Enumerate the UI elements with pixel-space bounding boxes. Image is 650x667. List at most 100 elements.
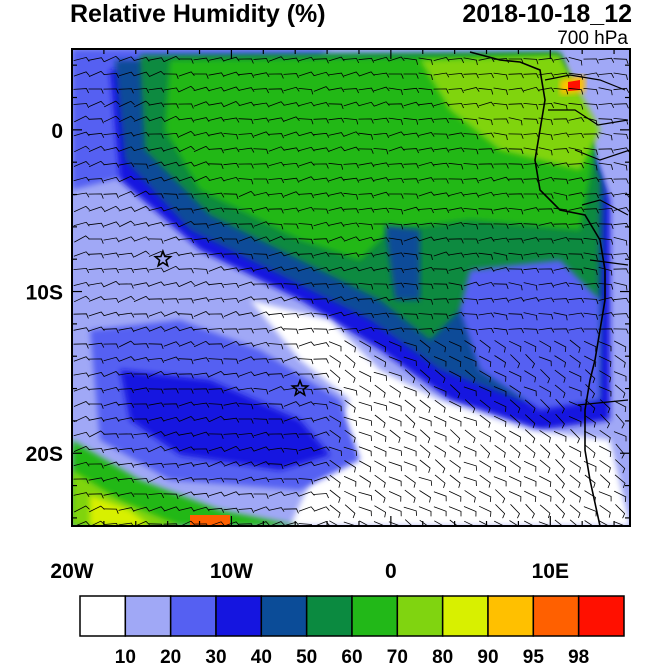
wind-barb-icon xyxy=(388,282,405,288)
wind-barb-icon xyxy=(73,386,90,392)
wind-barb-icon xyxy=(538,327,555,333)
wind-barb-icon xyxy=(238,72,255,78)
wind-barb-icon xyxy=(148,102,165,108)
wind-barb-icon xyxy=(464,429,476,444)
wind-barb-icon xyxy=(268,491,285,497)
wind-barb-icon xyxy=(134,250,150,258)
wind-barb-icon xyxy=(478,101,495,107)
wind-barb-icon xyxy=(568,297,585,303)
wind-barb-icon xyxy=(148,57,165,63)
wind-barb-icon xyxy=(358,177,375,183)
wind-barb-icon xyxy=(223,86,240,92)
wind-barb-icon xyxy=(268,236,285,242)
wind-barb-icon xyxy=(523,207,540,212)
wind-barb-icon xyxy=(525,354,535,369)
wind-barb-icon xyxy=(433,298,449,304)
wind-barb-icon xyxy=(148,193,164,199)
wind-barb-icon xyxy=(298,193,314,199)
wind-barb-icon xyxy=(223,507,240,513)
wind-barb-icon xyxy=(283,508,299,514)
wind-barb-icon xyxy=(73,461,90,467)
wind-barb-icon xyxy=(433,118,449,124)
wind-barb-icon xyxy=(449,459,461,473)
wind-barb-icon xyxy=(433,491,447,502)
wind-barb-icon xyxy=(313,328,329,335)
wind-barb-icon xyxy=(148,388,164,394)
wind-barb-icon xyxy=(463,356,477,367)
wind-barb-icon xyxy=(88,132,105,138)
wind-barb-icon xyxy=(313,238,329,244)
wind-barb-icon xyxy=(389,385,401,398)
wind-barb-icon xyxy=(268,266,285,272)
wind-barb-icon xyxy=(523,252,540,258)
wind-barb-icon xyxy=(359,520,370,526)
wind-barb-icon xyxy=(163,431,180,437)
wind-barb-icon xyxy=(403,446,417,457)
wind-barb-icon xyxy=(298,118,314,125)
wind-barb-icon xyxy=(118,417,135,423)
wind-barb-icon xyxy=(403,356,417,367)
wind-barb-icon xyxy=(449,400,462,412)
wind-barb-icon xyxy=(118,267,135,273)
wind-barb-icon xyxy=(313,86,330,92)
wind-barb-icon xyxy=(553,223,569,229)
wind-barb-icon xyxy=(344,490,357,502)
wind-barb-icon xyxy=(283,478,299,484)
wind-barb-icon xyxy=(478,132,495,138)
wind-barb-icon xyxy=(583,328,599,334)
wind-barb-icon xyxy=(510,504,520,519)
wind-barb-icon xyxy=(268,177,285,184)
wind-barb-icon xyxy=(493,415,507,427)
wind-barb-icon xyxy=(553,192,568,201)
wind-barb-icon xyxy=(118,115,135,123)
wind-barb-icon xyxy=(403,252,418,260)
wind-barb-icon xyxy=(193,402,210,408)
wind-barb-icon xyxy=(434,399,446,413)
wind-barb-icon xyxy=(133,418,149,424)
wind-barb-icon xyxy=(178,462,195,468)
wind-barb-icon xyxy=(178,161,195,167)
wind-barb-icon xyxy=(298,88,314,95)
wind-barb-icon xyxy=(208,433,224,439)
wind-barb-icon xyxy=(103,476,120,482)
wind-barb-icon xyxy=(148,445,165,453)
wind-barb-icon xyxy=(388,371,402,382)
wind-barb-icon xyxy=(193,268,209,275)
wind-barb-icon xyxy=(344,354,356,369)
wind-barb-icon xyxy=(268,507,285,512)
wind-barb-icon xyxy=(268,373,284,379)
wind-barb-icon xyxy=(555,489,566,504)
wind-barb-icon xyxy=(193,523,208,526)
wind-barb-icon xyxy=(450,429,461,444)
wind-barb-icon xyxy=(538,193,554,199)
wind-barb-icon xyxy=(358,57,375,63)
wind-barb-icon xyxy=(268,251,285,257)
wind-barb-icon xyxy=(359,460,372,473)
wind-barb-icon xyxy=(479,474,491,488)
wind-barb-icon xyxy=(478,312,495,318)
wind-barb-icon xyxy=(539,340,552,353)
wind-barb-icon xyxy=(118,433,134,439)
wind-barb-icon xyxy=(343,71,360,77)
wind-barb-icon xyxy=(358,101,375,107)
wind-barb-icon xyxy=(388,193,404,199)
colorbar-swatch xyxy=(169,595,217,637)
wind-barb-icon xyxy=(148,343,164,350)
wind-barb-icon xyxy=(298,433,314,439)
wind-barb-icon xyxy=(268,326,285,332)
wind-barb-icon xyxy=(163,73,179,79)
map-title: Relative Humidity (%) xyxy=(70,0,326,28)
wind-barb-icon xyxy=(613,87,630,93)
wind-barb-icon xyxy=(584,399,596,414)
wind-barb-icon xyxy=(388,131,405,137)
wind-barb-icon xyxy=(133,267,150,273)
wind-barb-icon xyxy=(418,328,434,334)
wind-barb-icon xyxy=(523,460,537,472)
wind-barb-icon xyxy=(238,403,254,410)
wind-barb-icon xyxy=(508,475,522,487)
wind-barb-icon xyxy=(523,476,537,487)
wind-barb-icon xyxy=(118,88,134,94)
wind-barb-icon xyxy=(583,162,598,171)
wind-barb-icon xyxy=(493,370,507,382)
